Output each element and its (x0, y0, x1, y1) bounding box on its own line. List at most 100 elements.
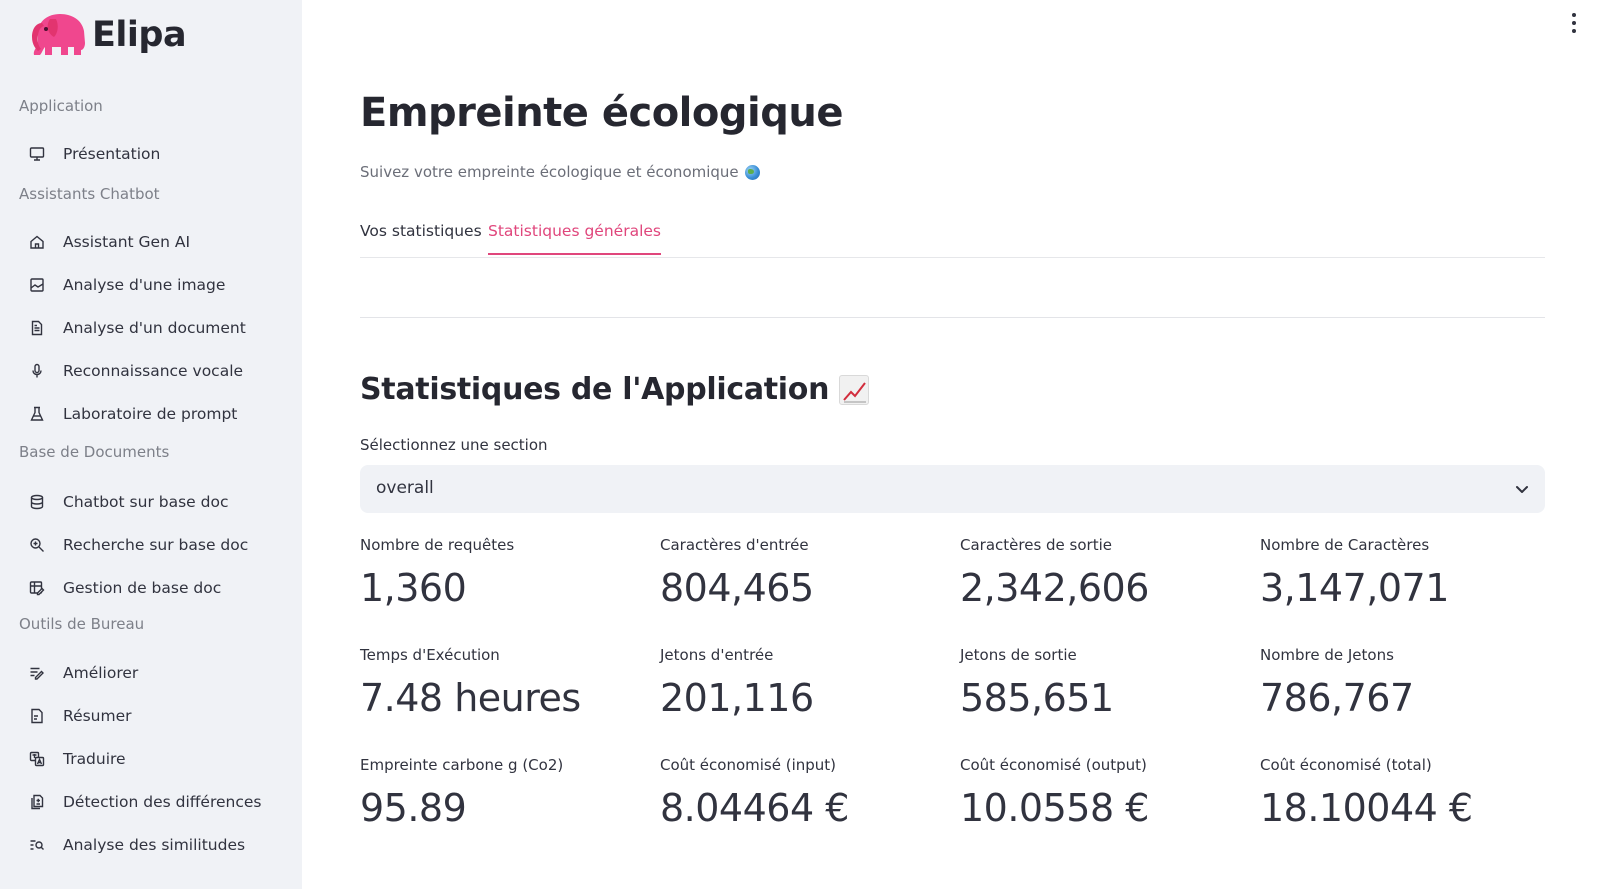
nav-item-prompt-lab[interactable]: Laboratoire de prompt (28, 397, 288, 431)
database-icon (28, 493, 46, 511)
section-select[interactable]: overall (360, 465, 1545, 513)
globe-icon (744, 164, 760, 180)
metric-value: 95.89 (360, 786, 467, 830)
nav-item-summarize[interactable]: Résumer (28, 699, 288, 733)
metric-temps-execution: Temps d'Exécution 7.48 heures (360, 646, 650, 720)
dot-icon (1572, 29, 1576, 33)
nav-item-label: Analyse d'une image (63, 276, 226, 294)
nav-item-search-base-doc[interactable]: Recherche sur base doc (28, 528, 288, 562)
monitor-icon (28, 145, 46, 163)
metric-value: 7.48 heures (360, 676, 581, 720)
tab-vos-statistiques[interactable]: Vos statistiques (360, 222, 482, 240)
nav-item-document-analysis[interactable]: Analyse d'un document (28, 311, 288, 345)
summary-icon (28, 707, 46, 725)
metric-value: 8.04464 € (660, 786, 849, 830)
nav-item-label: Reconnaissance vocale (63, 362, 244, 380)
nav-item-improve[interactable]: Améliorer (28, 656, 288, 690)
metric-value: 786,767 (1260, 676, 1414, 720)
metric-value: 10.0558 € (960, 786, 1149, 830)
translate-icon (28, 750, 46, 768)
edit-table-icon (28, 579, 46, 597)
nav-item-voice-recognition[interactable]: Reconnaissance vocale (28, 354, 288, 388)
nav-item-label: Traduire (63, 750, 126, 768)
similarity-icon (28, 836, 46, 854)
metric-value: 18.10044 € (1260, 786, 1473, 830)
dot-icon (1572, 13, 1576, 17)
improve-text-icon (28, 664, 46, 682)
chart-increasing-icon (839, 374, 870, 405)
subtitle-text: Suivez votre empreinte écologique et éco… (360, 163, 739, 181)
page-title: Empreinte écologique (360, 90, 843, 136)
nav-item-label: Détection des différences (63, 793, 262, 811)
metric-cout-input: Coût économisé (input) 8.04464 € (660, 756, 950, 830)
nav-item-label: Recherche sur base doc (63, 536, 249, 554)
nav-item-similarity-analysis[interactable]: Analyse des similitudes (28, 828, 288, 862)
nav-group-assistants: Assistants Chatbot (19, 185, 160, 203)
metric-value: 804,465 (660, 566, 814, 610)
nav-item-assistant-gen-ai[interactable]: Assistant Gen AI (28, 225, 288, 259)
metric-label: Coût économisé (total) (1260, 756, 1432, 774)
nav-item-diff-detection[interactable]: Détection des différences (28, 785, 288, 819)
document-icon (28, 319, 46, 337)
diff-icon (28, 793, 46, 811)
nav-item-label: Analyse des similitudes (63, 836, 246, 854)
metric-label: Nombre de Jetons (1260, 646, 1394, 664)
metric-value: 1,360 (360, 566, 467, 610)
section-divider (360, 317, 1545, 318)
nav-item-label: Présentation (63, 145, 161, 163)
metric-caracteres-sortie: Caractères de sortie 2,342,606 (960, 536, 1250, 610)
sidebar: Elipa Application Présentation Assistant… (0, 0, 302, 889)
chevron-down-icon (1516, 486, 1528, 493)
metric-label: Coût économisé (input) (660, 756, 837, 774)
metric-value: 2,342,606 (960, 566, 1149, 610)
metric-label: Jetons d'entrée (660, 646, 774, 664)
tab-statistiques-generales[interactable]: Statistiques générales (488, 222, 661, 255)
metric-label: Caractères d'entrée (660, 536, 809, 554)
nav-item-label: Laboratoire de prompt (63, 405, 238, 423)
image-icon (28, 276, 46, 294)
metric-nombre-jetons: Nombre de Jetons 786,767 (1260, 646, 1550, 720)
metric-label: Empreinte carbone g (Co2) (360, 756, 564, 774)
select-section-label: Sélectionnez une section (360, 436, 548, 454)
nav-item-label: Résumer (63, 707, 132, 725)
section-title-text: Statistiques de l'Application (360, 372, 830, 407)
metric-empreinte-carbone: Empreinte carbone g (Co2) 95.89 (360, 756, 650, 830)
app-logo[interactable]: Elipa (28, 11, 187, 59)
nav-group-application: Application (19, 97, 103, 115)
select-value: overall (376, 478, 434, 498)
metric-label: Nombre de Caractères (1260, 536, 1430, 554)
nav-group-base-documents: Base de Documents (19, 443, 170, 461)
dot-icon (1572, 21, 1576, 25)
metric-value: 201,116 (660, 676, 814, 720)
metric-cout-output: Coût économisé (output) 10.0558 € (960, 756, 1250, 830)
nav-item-manage-base-doc[interactable]: Gestion de base doc (28, 571, 288, 605)
elephant-logo-icon (32, 14, 85, 55)
metric-label: Coût économisé (output) (960, 756, 1147, 774)
metric-cout-total: Coût économisé (total) 18.10044 € (1260, 756, 1550, 830)
metric-label: Temps d'Exécution (360, 646, 500, 664)
metric-value: 585,651 (960, 676, 1114, 720)
main-menu-button[interactable] (1568, 13, 1580, 33)
search-doc-icon (28, 536, 46, 554)
metric-label: Nombre de requêtes (360, 536, 515, 554)
metric-jetons-sortie: Jetons de sortie 585,651 (960, 646, 1250, 720)
nav-item-label: Chatbot sur base doc (63, 493, 229, 511)
metric-nombre-caracteres: Nombre de Caractères 3,147,071 (1260, 536, 1550, 610)
metric-caracteres-entree: Caractères d'entrée 804,465 (660, 536, 950, 610)
metric-nombre-requetes: Nombre de requêtes 1,360 (360, 536, 650, 610)
tab-bar: Vos statistiques Statistiques générales (360, 212, 1545, 258)
nav-item-chatbot-base-doc[interactable]: Chatbot sur base doc (28, 485, 288, 519)
metric-value: 3,147,071 (1260, 566, 1449, 610)
flask-icon (28, 405, 46, 423)
metric-jetons-entree: Jetons d'entrée 201,116 (660, 646, 950, 720)
nav-item-presentation[interactable]: Présentation (28, 137, 288, 171)
app-name: Elipa (92, 14, 187, 55)
nav-item-translate[interactable]: Traduire (28, 742, 288, 776)
nav-item-label: Assistant Gen AI (63, 233, 191, 251)
metric-label: Caractères de sortie (960, 536, 1112, 554)
metric-label: Jetons de sortie (960, 646, 1077, 664)
section-title: Statistiques de l'Application (360, 372, 870, 407)
nav-item-image-analysis[interactable]: Analyse d'une image (28, 268, 288, 302)
nav-item-label: Analyse d'un document (63, 319, 246, 337)
nav-group-office-tools: Outils de Bureau (19, 615, 145, 633)
